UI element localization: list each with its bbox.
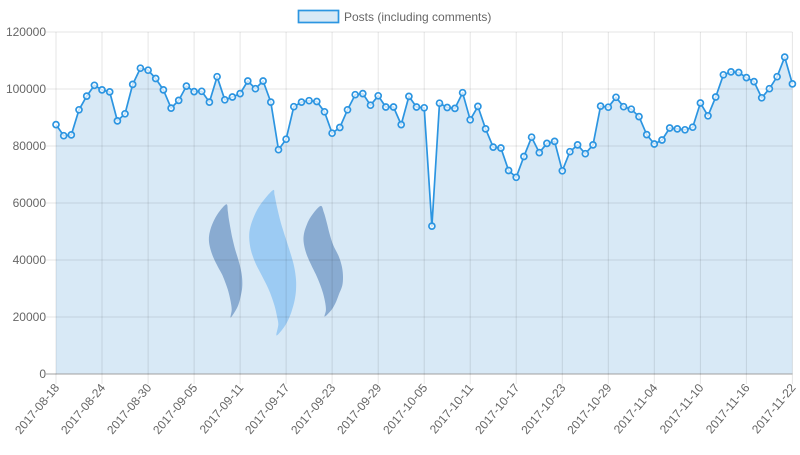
svg-text:20000: 20000	[13, 310, 47, 324]
svg-text:60000: 60000	[13, 196, 47, 210]
svg-text:80000: 80000	[13, 139, 47, 153]
svg-text:0: 0	[39, 367, 46, 381]
svg-text:40000: 40000	[13, 253, 47, 267]
svg-text:Posts (including comments): Posts (including comments)	[344, 10, 491, 24]
svg-text:100000: 100000	[6, 82, 46, 96]
svg-text:120000: 120000	[6, 25, 46, 39]
